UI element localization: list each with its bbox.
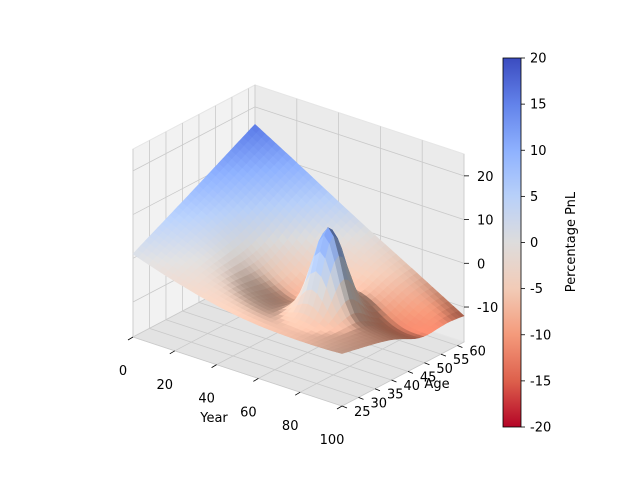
- z-tick-label: 10: [477, 214, 494, 229]
- y-tick: [440, 353, 447, 357]
- x-tick: [127, 336, 134, 341]
- grid-line: [149, 327, 359, 398]
- colorbar-tick-label: 20: [530, 52, 547, 67]
- y-tick-label: 35: [387, 388, 404, 403]
- x-tick: [169, 350, 176, 355]
- x-tick: [294, 391, 301, 396]
- y-tick: [407, 371, 414, 374]
- colorbar-tick-label: 0: [530, 236, 538, 251]
- x-axis-label: Year: [199, 411, 228, 426]
- x-tick-label: 0: [119, 364, 127, 379]
- y-tick: [391, 379, 397, 383]
- y-tick-label: 50: [436, 362, 453, 377]
- y-tick: [457, 345, 463, 348]
- z-tick-label: 20: [477, 170, 494, 185]
- y-tick-label: 40: [404, 379, 421, 394]
- y-tick: [341, 405, 348, 409]
- x-tick: [336, 405, 343, 410]
- colorbar-tick-label: 15: [530, 98, 547, 113]
- x-tick-label: 100: [320, 433, 345, 448]
- colorbar-tick-label: 10: [530, 144, 547, 159]
- grid-line: [254, 106, 465, 177]
- x-tick: [253, 378, 259, 382]
- colorbar-label: Percentage PnL: [564, 191, 579, 292]
- grid-line: [132, 106, 256, 172]
- colorbar-tick-label: 5: [530, 190, 538, 205]
- grid-line: [182, 310, 392, 381]
- x-tick: [211, 364, 217, 368]
- z-tick-label: -10: [477, 301, 498, 316]
- grid-line: [165, 319, 376, 390]
- y-tick-label: 25: [354, 405, 371, 420]
- colorbar: -20 -15 -10 -5 0 5 10 15 20 Percentage PnL: [502, 52, 579, 436]
- z-tick-label: 0: [477, 257, 485, 272]
- y-tick-label: 55: [453, 353, 470, 368]
- colorbar-gradient: [503, 58, 521, 427]
- colorbar-tick-label: -20: [530, 421, 551, 436]
- grid-line: [132, 336, 343, 407]
- surface-facet: [335, 350, 348, 354]
- colorbar-tick-label: -15: [530, 374, 551, 389]
- x-tick-label: 60: [240, 405, 257, 420]
- colorbar-tick-label: -10: [530, 328, 551, 343]
- x-tick-label: 40: [198, 392, 215, 407]
- x-tick-label: 80: [282, 419, 299, 434]
- y-tick: [358, 396, 364, 400]
- y-tick-label: 45: [420, 370, 437, 385]
- colorbar-tick-label: -5: [530, 282, 543, 297]
- y-axis-label: Age: [424, 377, 449, 392]
- y-tick: [424, 362, 430, 366]
- x-tick-label: 20: [157, 378, 174, 393]
- surface-mesh: [132, 123, 465, 354]
- y-tick-label: 60: [469, 345, 486, 360]
- y-tick-label: 30: [371, 396, 388, 411]
- grid-line: [341, 341, 465, 407]
- y-tick: [374, 388, 381, 392]
